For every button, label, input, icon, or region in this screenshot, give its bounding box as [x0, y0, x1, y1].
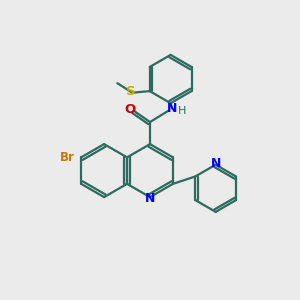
Text: O: O [124, 103, 136, 116]
Text: N: N [145, 192, 155, 205]
Text: N: N [211, 157, 222, 170]
Text: N: N [167, 102, 177, 115]
Text: Br: Br [60, 151, 75, 164]
Text: H: H [178, 106, 186, 116]
Text: S: S [126, 85, 136, 98]
